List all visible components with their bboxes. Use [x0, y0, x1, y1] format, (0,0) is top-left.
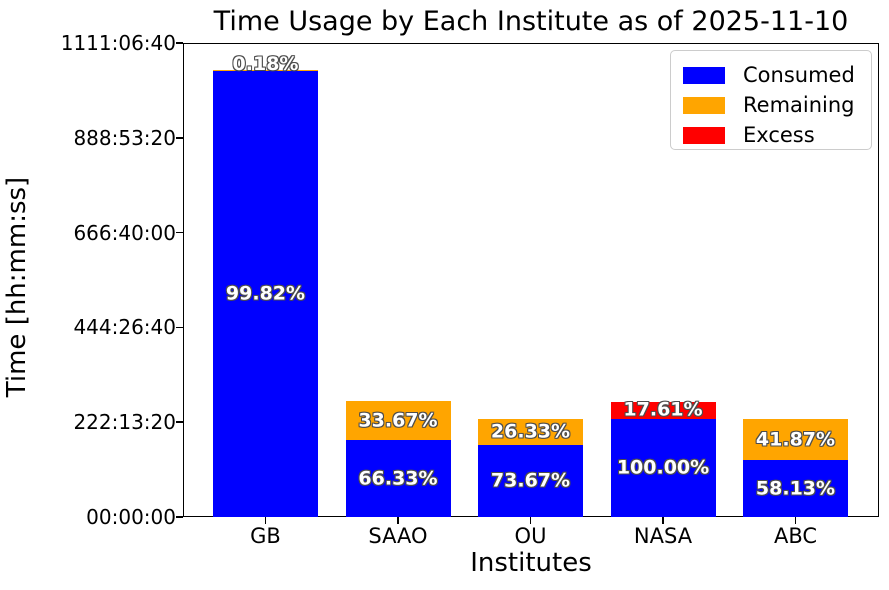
x-tick-mark	[264, 517, 267, 524]
bar-label-saao-consumed: 66.33%	[358, 467, 438, 490]
bar-abc-consumed	[743, 460, 848, 517]
y-axis-label: Time [hh:mm:ss]	[2, 176, 32, 398]
bar-label-abc-remaining: 41.87%	[755, 428, 836, 451]
y-tick-label: 1111:06:40	[60, 31, 176, 55]
legend-label-remaining: Remaining	[743, 93, 855, 117]
legend-swatch-remaining	[683, 96, 725, 114]
legend-label-excess: Excess	[743, 123, 815, 147]
y-tick-mark	[176, 421, 183, 423]
legend-item-excess: Excess	[683, 120, 871, 150]
y-tick-label: 666:40:00	[73, 220, 176, 245]
y-tick-label: 888:53:20	[73, 125, 176, 150]
bar-label-abc-consumed: 58.13%	[755, 477, 836, 500]
legend-item-consumed: Consumed	[683, 60, 871, 90]
legend-label-consumed: Consumed	[743, 63, 855, 87]
x-tick-label-gb: GB	[250, 524, 281, 548]
y-tick-label: 222:13:20	[73, 410, 176, 435]
x-tick-mark	[794, 517, 797, 524]
y-tick-mark	[176, 326, 183, 329]
legend-swatch-consumed	[683, 66, 725, 84]
bar-label-ou-consumed: 73.67%	[490, 469, 571, 492]
x-tick-label-saao: SAAO	[368, 524, 428, 548]
legend: Consumed Remaining Excess	[670, 50, 872, 150]
bar-ou-consumed	[478, 444, 583, 517]
bar-label-gb-remaining: 0.18%	[232, 53, 299, 76]
y-tick-label: 00:00:00	[86, 505, 176, 529]
x-tick-label-ou: OU	[514, 524, 547, 548]
y-tick-label: 444:26:40	[73, 315, 176, 340]
chart-title: Time Usage by Each Institute as of 2025-…	[213, 6, 849, 37]
y-tick-mark	[176, 516, 183, 518]
bar-abc-remaining	[743, 419, 848, 461]
x-tick-label-abc: ABC	[773, 524, 818, 548]
x-tick-mark	[662, 517, 664, 524]
bar-label-gb-consumed: 99.82%	[225, 282, 306, 305]
bar-label-nasa-consumed: 100.00%	[616, 456, 710, 479]
bar-label-nasa-excess: 17.61%	[623, 398, 703, 421]
bar-saao-consumed	[345, 440, 451, 517]
bar-label-saao-remaining: 33.67%	[358, 409, 438, 432]
bar-nasa-excess	[610, 401, 716, 419]
legend-swatch-excess	[683, 126, 725, 144]
bar-gb-consumed	[213, 70, 318, 517]
y-tick-mark	[176, 231, 183, 234]
bar-saao-remaining	[345, 400, 451, 441]
x-tick-mark	[397, 517, 399, 524]
y-tick-mark	[176, 137, 183, 139]
y-tick-mark	[176, 42, 183, 44]
bar-label-ou-remaining: 26.33%	[490, 420, 571, 443]
x-tick-label-nasa: NASA	[633, 524, 693, 548]
x-tick-mark	[529, 517, 532, 524]
legend-item-remaining: Remaining	[683, 90, 871, 120]
bar-nasa-consumed	[610, 419, 716, 517]
bar-gb-remaining	[213, 70, 318, 71]
bar-ou-remaining	[478, 419, 583, 445]
x-axis-label: Institutes	[470, 548, 592, 578]
